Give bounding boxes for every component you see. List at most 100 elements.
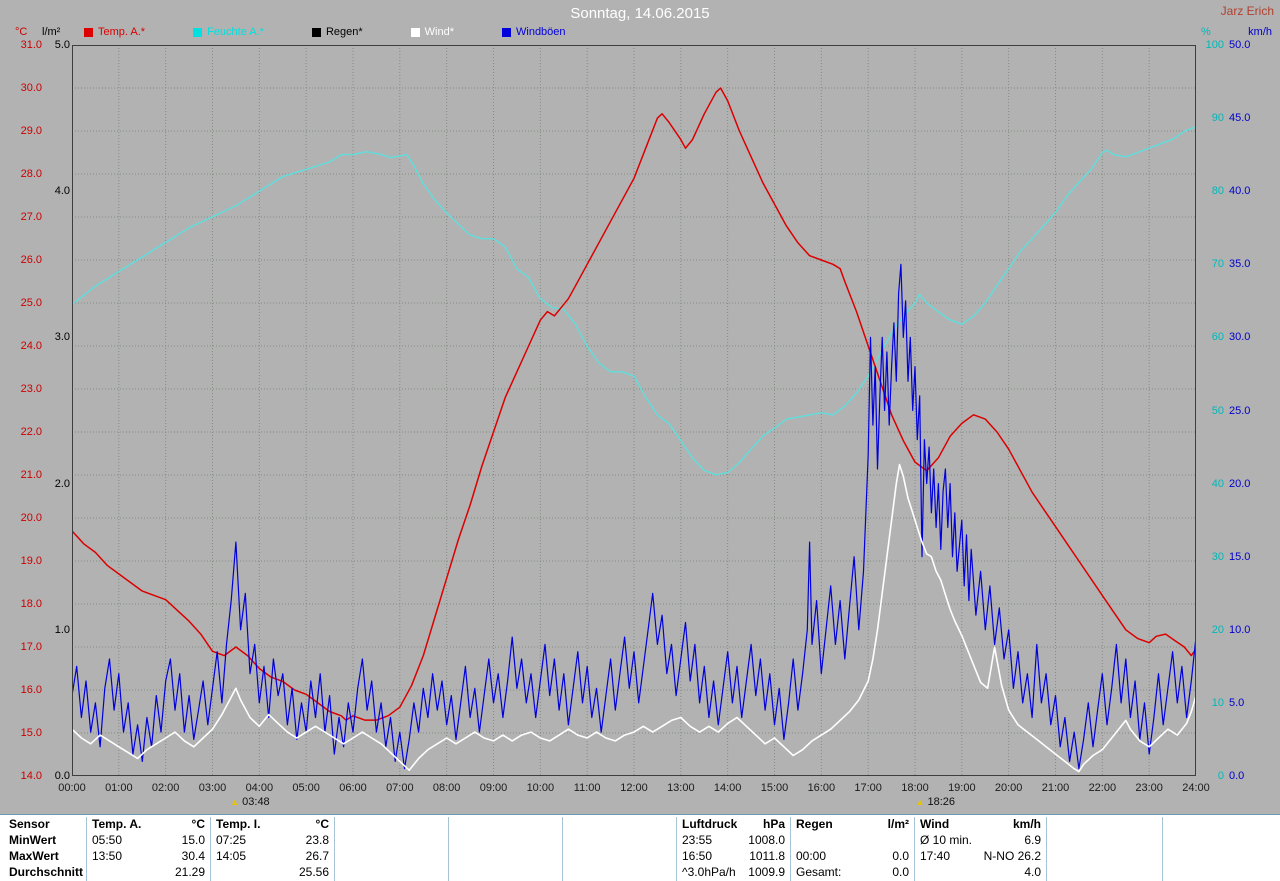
table-row: [449, 817, 562, 833]
table-cell: 26.7: [305, 849, 329, 863]
y-axis-humidity-tick: 0: [1217, 770, 1224, 782]
table-row: Regen l/m²: [791, 817, 914, 833]
table-cell: Temp. A.: [92, 817, 142, 831]
x-axis-tick: 11:00: [573, 782, 601, 794]
table-row: [791, 833, 914, 849]
table-cell: 07:25: [216, 833, 247, 847]
x-axis-tick: 04:00: [245, 782, 274, 794]
table-cell: 21.29: [174, 865, 205, 879]
table-cell: 13:50: [92, 849, 123, 863]
x-axis-tick: 03:00: [198, 782, 227, 794]
legend-label: Temp. A.*: [98, 26, 146, 38]
y-axis-temp-tick: 25.0: [20, 297, 42, 309]
y-axis-humidity-tick: 60: [1211, 331, 1224, 344]
table-cell: Regen: [796, 817, 833, 831]
table-cell: 1011.8: [749, 849, 785, 863]
y-axis-rain-tick: 0.0: [54, 770, 70, 782]
table-cell: hPa: [762, 817, 785, 831]
y-axis-temp-tick: 15.0: [20, 727, 42, 739]
table-row: [1047, 833, 1162, 849]
table-spacer-column: [1046, 817, 1162, 881]
y-axis-humidity-tick: 90: [1211, 112, 1224, 125]
table-spacer-column: [334, 817, 448, 881]
table-cell: °C: [315, 817, 329, 831]
table-cell: 0.0: [892, 849, 909, 863]
y-axis-wind-tick: 50.0: [1229, 39, 1251, 51]
plot-canvas: [72, 45, 1196, 776]
sun-marker-icon: ▲: [915, 797, 925, 807]
x-axis-tick: 00:00: [58, 782, 86, 794]
series-wind-line: [72, 463, 1196, 773]
table-spacer-column: [1162, 817, 1280, 881]
table-row: [1047, 849, 1162, 865]
table-row: Temp. A. °C: [87, 817, 210, 833]
y-axis-wind-tick: 5.0: [1229, 696, 1245, 709]
x-axis-tick: 17:00: [854, 782, 882, 794]
table-row: 21.29: [87, 865, 210, 881]
y-axis-temp-tick: 30.0: [20, 82, 42, 94]
y-axis-temp-tick: 29.0: [20, 125, 42, 137]
table-row: Ø 10 min. 6.9: [915, 833, 1046, 849]
table-cell: 23:55: [682, 833, 713, 847]
y-axis-wind-tick: 45.0: [1229, 112, 1251, 125]
x-axis-tick: 20:00: [994, 782, 1023, 794]
table-row: 17:40 N-NO 26.2: [915, 849, 1046, 865]
table-cell: 17:40: [920, 849, 951, 863]
y-axis-temp-tick: 31.0: [20, 39, 42, 51]
y-axis-humidity-tick: 50: [1211, 404, 1224, 417]
table-cell: 4.0: [1024, 865, 1041, 879]
sun-marker-morning: ▲ 03:48: [230, 796, 269, 808]
table-cell: Ø 10 min.: [920, 833, 973, 847]
table-cell: 1008.0: [748, 833, 785, 847]
y-axis-wind-tick: 20.0: [1229, 477, 1251, 490]
table-row: [335, 849, 448, 865]
table-row: Wind km/h: [915, 817, 1046, 833]
y-axis-humidity-tick: 30: [1211, 550, 1224, 563]
legend-item: Temp. A.*: [84, 26, 145, 38]
y-axis-rain-tick: 4.0: [54, 185, 70, 198]
table-row: [1047, 817, 1162, 833]
y-axis-rain-tick: 2.0: [54, 477, 70, 490]
table-row-labels-column: Sensor MinWert MaxWert Durchschnitt: [4, 817, 86, 881]
y-axis-temp-tick: 18.0: [20, 598, 42, 610]
stats-table: Sensor MinWert MaxWert Durchschnitt Temp. A.…: [0, 814, 1280, 881]
legend-swatch-icon: [311, 27, 321, 37]
table-cell: MaxWert: [9, 849, 59, 863]
table-row: 4.0: [915, 865, 1046, 881]
table-row: 23:55 1008.0: [677, 833, 790, 849]
x-axis-tick: 08:00: [432, 782, 461, 794]
table-cell: 14:05: [216, 849, 247, 863]
x-axis-tick: 12:00: [620, 782, 648, 794]
table-cell: km/h: [1012, 817, 1041, 831]
y-axis-wind-tick: 35.0: [1229, 258, 1251, 271]
table-row: [335, 817, 448, 833]
y-axis-humidity-tick: 20: [1211, 623, 1224, 636]
table-row: 14:05 26.7: [211, 849, 334, 865]
table-cell: °C: [191, 817, 205, 831]
table-cell: 25.56: [298, 865, 329, 879]
table-row: [449, 833, 562, 849]
table-cell: MinWert: [9, 833, 57, 847]
series-feuchte-a-line: [72, 126, 1196, 476]
x-axis-tick: 21:00: [1041, 782, 1070, 794]
station-name: Jarz Erich: [1220, 4, 1274, 18]
table-cell: 1009.9: [748, 865, 785, 879]
table-row: [449, 849, 562, 865]
table-column-temp-a: Temp. A. °C 05:50 15.0 13:50 30.4 21.29: [86, 817, 210, 881]
x-axis-tick: 02:00: [151, 782, 180, 794]
table-cell: Temp. I.: [216, 817, 261, 831]
x-axis-tick: 05:00: [292, 782, 320, 794]
table-row: [563, 849, 676, 865]
y-axis-temp-tick: 26.0: [20, 254, 42, 266]
unit-rain-label: l/m²: [42, 26, 61, 38]
y-axis-rain-tick: 3.0: [54, 331, 70, 344]
x-axis-tick: 18:00: [901, 782, 929, 794]
y-axis-temp-tick: 24.0: [20, 340, 42, 352]
table-cell: Sensor: [9, 817, 50, 831]
y-axis-temp-tick: 21.0: [20, 469, 42, 481]
sun-marker-evening: ▲ 18:26: [916, 796, 955, 808]
table-row: 00:00 0.0: [791, 849, 914, 865]
x-axis-tick: 23:00: [1135, 782, 1163, 794]
table-cell: Luftdruck: [682, 817, 738, 831]
legend-item: Wind*: [410, 26, 454, 38]
